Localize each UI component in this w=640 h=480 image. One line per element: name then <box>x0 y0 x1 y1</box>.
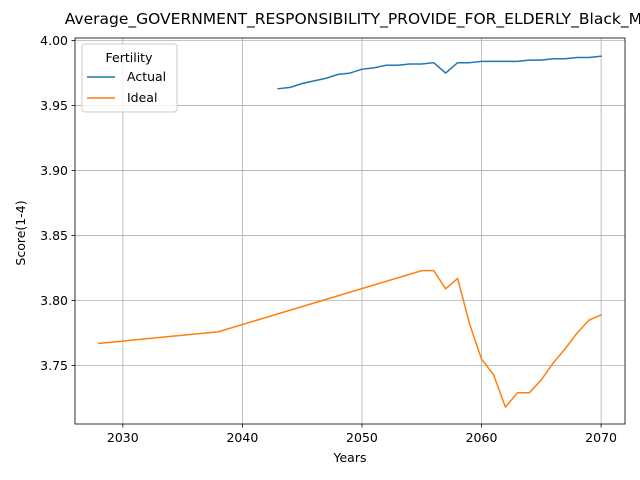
x-tick-label: 2030 <box>107 430 139 445</box>
x-axis-ticks: 2030 2040 2050 2060 2070 <box>107 424 617 445</box>
grid <box>75 38 625 424</box>
plot-area-frame <box>74 37 626 425</box>
series-layer <box>98 55 603 408</box>
x-tick-label: 2050 <box>346 430 378 445</box>
y-axis-label: Score(1-4) <box>13 200 28 265</box>
legend-label-actual: Actual <box>127 69 166 84</box>
legend-box <box>81 43 178 113</box>
y-tick-label: 3.95 <box>40 98 68 113</box>
legend-title: Fertility <box>106 50 154 65</box>
y-tick-label: 4.00 <box>40 33 68 48</box>
x-tick-label: 2070 <box>585 430 617 445</box>
y-tick-label: 3.75 <box>40 358 68 373</box>
x-tick-label: 2040 <box>226 430 258 445</box>
y-tick-label: 3.85 <box>40 228 68 243</box>
x-axis-label: Years <box>333 450 367 465</box>
y-tick-label: 3.80 <box>40 293 68 308</box>
chart-title: Average_GOVERNMENT_RESPONSIBILITY_PROVID… <box>65 10 640 29</box>
series-line-actual <box>277 55 602 90</box>
y-tick-label: 3.90 <box>40 163 68 178</box>
series-line-ideal <box>98 269 603 408</box>
y-axis-ticks: 3.75 3.80 3.85 3.90 3.95 4.00 <box>40 33 75 373</box>
legend-label-ideal: Ideal <box>127 90 157 105</box>
legend: Fertility Actual Ideal <box>81 43 178 113</box>
x-tick-label: 2060 <box>466 430 498 445</box>
